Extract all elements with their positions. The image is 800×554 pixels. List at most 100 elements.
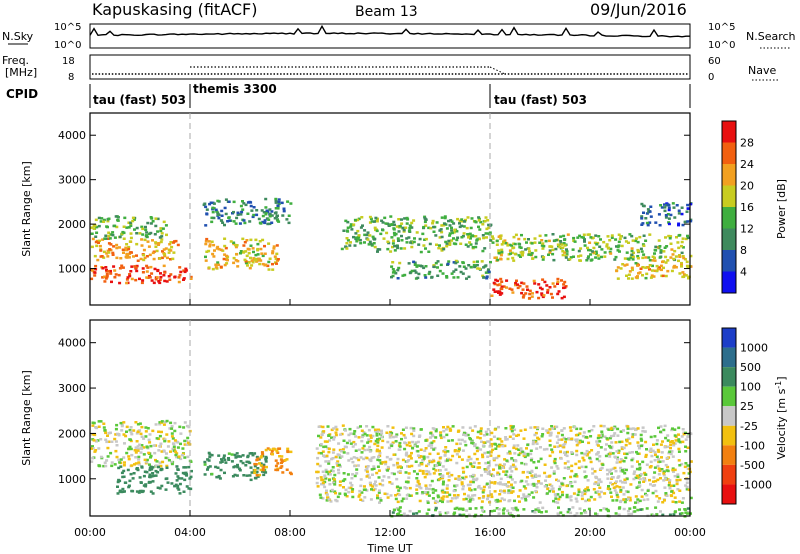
vel-echo-cell bbox=[662, 470, 666, 473]
vel-echo-cell bbox=[181, 471, 185, 475]
vel-echo-cell bbox=[364, 469, 368, 472]
vel-echo-cell bbox=[167, 440, 171, 443]
power-echo-cell bbox=[481, 249, 485, 253]
vel-echo-cell bbox=[344, 445, 348, 449]
vel-echo-cell bbox=[513, 481, 517, 484]
power-echo-cell bbox=[565, 248, 568, 251]
vel-echo-cell bbox=[519, 447, 523, 450]
power-echo-cell bbox=[223, 263, 227, 267]
vel-echo-cell bbox=[656, 448, 660, 452]
power-echo-cell bbox=[527, 238, 530, 241]
power-echo-cell bbox=[204, 240, 208, 243]
power-echo-cell bbox=[357, 235, 361, 239]
vel-echo-cell bbox=[638, 477, 642, 481]
vel-echo-cell bbox=[434, 436, 438, 439]
vel-echo-cell bbox=[587, 441, 591, 445]
vel-echo-cell bbox=[548, 483, 552, 486]
vel-echo-cell bbox=[183, 439, 187, 443]
power-echo-cell bbox=[680, 212, 684, 216]
vel-echo-cell bbox=[683, 465, 687, 469]
vel-echo-cell bbox=[321, 483, 325, 486]
vel-echo-cell bbox=[526, 443, 530, 447]
vel-echo-cell bbox=[317, 434, 320, 438]
vel-echo-cell bbox=[560, 429, 564, 432]
noise-panel-frame bbox=[89, 23, 691, 49]
power-echo-cell bbox=[178, 266, 182, 269]
power-echo-cell bbox=[540, 292, 544, 295]
power-echo-cell bbox=[467, 236, 470, 239]
power-echo-cell bbox=[403, 247, 407, 250]
power-echo-cell bbox=[268, 222, 272, 226]
power-echo-cell bbox=[487, 232, 491, 235]
power-echo-cell bbox=[97, 224, 101, 228]
power-echo-cell bbox=[106, 249, 110, 253]
power-echo-cell bbox=[420, 265, 424, 268]
power-echo-cell bbox=[98, 244, 102, 248]
vel-echo-cell bbox=[628, 451, 632, 454]
power-echo-cell bbox=[167, 251, 171, 254]
vel-echo-cell bbox=[485, 433, 489, 436]
power-echo-cell bbox=[271, 251, 275, 255]
vel-echo-cell bbox=[522, 437, 526, 440]
vel-echo-cell bbox=[248, 474, 252, 477]
vel-echo-cell bbox=[657, 426, 660, 430]
power-echo-cell bbox=[464, 243, 468, 246]
vel-echo-cell bbox=[430, 460, 434, 464]
power-echo-cell bbox=[499, 234, 503, 237]
vel-echo-cell bbox=[503, 483, 507, 486]
vel-echo-cell bbox=[137, 463, 141, 466]
power-echo-cell bbox=[149, 222, 153, 225]
vel-echo-cell bbox=[332, 481, 336, 485]
vel-echo-cell bbox=[618, 506, 622, 509]
power-echo-cell bbox=[374, 228, 377, 232]
power-echo-cell bbox=[616, 249, 620, 252]
power-echo-cell bbox=[397, 218, 401, 221]
vel-echo-cell bbox=[587, 430, 591, 433]
vel-echo-cell bbox=[327, 447, 331, 451]
power-echo-cell bbox=[521, 251, 525, 254]
power-echo-cell bbox=[373, 237, 377, 241]
power-echo-cell bbox=[359, 226, 363, 229]
vel-echo-cell bbox=[137, 461, 141, 464]
power-echo-cell bbox=[473, 220, 477, 223]
power-echo-cell bbox=[392, 220, 396, 224]
vel-echo-cell bbox=[434, 508, 437, 512]
vel-echo-cell bbox=[253, 462, 257, 466]
vel-echo-cell bbox=[405, 451, 409, 455]
power-echo-cell bbox=[571, 248, 575, 251]
vel-echo-cell bbox=[180, 477, 184, 480]
nave-tick-top: 60 bbox=[708, 56, 721, 67]
power-echo-cell bbox=[448, 224, 452, 227]
vel-echo-cell bbox=[434, 489, 438, 492]
vel-echo-cell bbox=[256, 475, 260, 478]
vel-echo-cell bbox=[412, 512, 415, 515]
power-echo-cell bbox=[656, 246, 660, 249]
power-echo-cell bbox=[380, 219, 384, 222]
vel-echo-cell bbox=[321, 450, 325, 453]
vel-echo-cell bbox=[507, 481, 511, 484]
vel-echo-cell bbox=[170, 462, 174, 466]
power-echo-cell bbox=[460, 218, 464, 221]
vel-colorbar-tick-label: 25 bbox=[740, 400, 754, 413]
vel-echo-cell bbox=[628, 507, 632, 510]
power-echo-cell bbox=[588, 241, 592, 244]
vel-echo-cell bbox=[673, 474, 677, 478]
vel-echo-cell bbox=[158, 421, 162, 424]
power-echo-cell bbox=[671, 253, 675, 256]
power-echo-cell bbox=[583, 238, 586, 241]
vel-echo-cell bbox=[451, 454, 455, 458]
vel-echo-cell bbox=[497, 445, 501, 448]
vel-echo-cell bbox=[190, 469, 193, 473]
vel-echo-cell bbox=[97, 464, 101, 467]
vel-echo-cell bbox=[633, 506, 637, 509]
power-echo-cell bbox=[417, 272, 421, 276]
vel-echo-cell bbox=[138, 489, 142, 493]
vel-echo-cell bbox=[681, 428, 685, 431]
vel-echo-cell bbox=[148, 441, 152, 444]
vel-echo-cell bbox=[486, 472, 490, 476]
power-echo-cell bbox=[276, 204, 280, 207]
power-echo-cell bbox=[244, 261, 248, 265]
vel-echo-cell bbox=[644, 453, 648, 457]
vel-echo-cell bbox=[433, 446, 437, 450]
vel-echo-cell bbox=[584, 465, 588, 469]
